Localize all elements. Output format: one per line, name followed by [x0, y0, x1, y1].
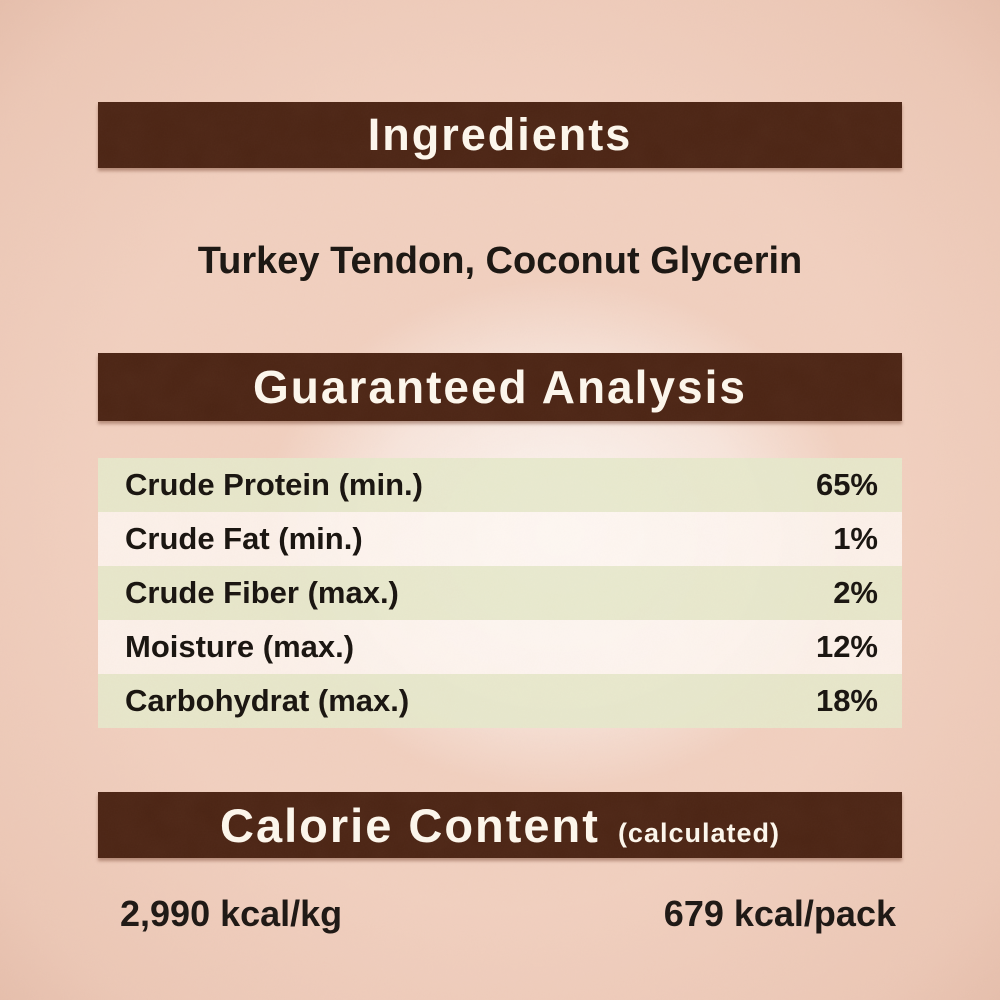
calories-per-kg: 2,990 kcal/kg — [120, 893, 343, 934]
ingredients-text: Turkey Tendon, Coconut Glycerin — [197, 240, 803, 282]
guaranteed-analysis-table: Crude Protein (min.) 65% Crude Fat (min.… — [98, 458, 902, 728]
nutrient-label: Crude Fat (min.) — [125, 521, 363, 556]
ingredients-banner: Ingredients — [98, 102, 902, 168]
analysis-row: Crude Fat (min.) 1% — [98, 512, 902, 566]
ingredients-title: Ingredients — [367, 109, 633, 160]
nutrient-value: 1% — [833, 521, 878, 556]
analysis-row: Crude Fiber (max.) 2% — [98, 566, 902, 620]
analysis-row: Carbohydrat (max.) 18% — [98, 674, 902, 728]
nutrient-label: Crude Protein (min.) — [125, 467, 423, 502]
nutrient-value: 12% — [815, 629, 878, 664]
nutrient-label: Moisture (max.) — [125, 629, 355, 664]
nutrient-label: Crude Fiber (max.) — [125, 575, 399, 610]
calorie-calculated-note: (calculated) — [617, 818, 780, 848]
calories-per-pack: 679 kcal/pack — [663, 893, 896, 934]
calorie-values: 2,990 kcal/kg 679 kcal/pack — [98, 893, 902, 935]
calorie-content-banner: Calorie Content (calculated) — [98, 792, 902, 858]
calorie-content-title: Calorie Content — [220, 799, 600, 852]
analysis-row: Crude Protein (min.) 65% — [98, 458, 902, 512]
nutrient-value: 65% — [815, 467, 878, 502]
analysis-row: Moisture (max.) 12% — [98, 620, 902, 674]
nutrient-label: Carbohydrat (max.) — [125, 683, 410, 718]
guaranteed-analysis-banner: Guaranteed Analysis — [98, 353, 902, 421]
guaranteed-analysis-title: Guaranteed Analysis — [253, 361, 747, 413]
nutrient-value: 18% — [815, 683, 878, 718]
nutrient-value: 2% — [833, 575, 878, 610]
